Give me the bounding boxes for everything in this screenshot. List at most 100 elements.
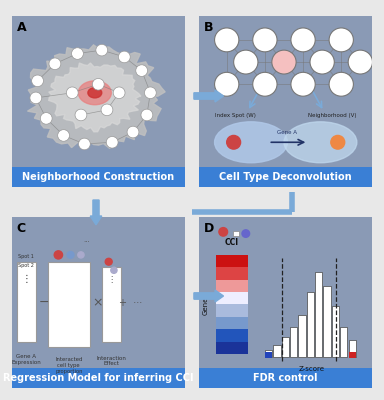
Circle shape — [31, 75, 43, 87]
Bar — [349, 352, 356, 358]
Circle shape — [141, 109, 153, 121]
Circle shape — [329, 72, 353, 96]
Text: Genes: Genes — [203, 293, 209, 315]
Ellipse shape — [78, 81, 111, 105]
Bar — [315, 272, 323, 357]
Bar — [12, 368, 185, 388]
Circle shape — [66, 87, 78, 98]
Bar — [216, 329, 248, 342]
Circle shape — [75, 109, 87, 121]
Circle shape — [272, 50, 296, 74]
Bar — [12, 167, 185, 187]
Circle shape — [253, 28, 277, 52]
Bar — [323, 286, 331, 357]
Circle shape — [144, 87, 156, 98]
Text: Gene A: Gene A — [278, 130, 298, 135]
Text: Z-score: Z-score — [299, 366, 325, 372]
Circle shape — [291, 72, 315, 96]
Text: Interacted
cell type
proportion: Interacted cell type proportion — [55, 357, 83, 374]
Circle shape — [111, 267, 117, 273]
Circle shape — [242, 230, 250, 237]
Bar — [273, 345, 281, 357]
Circle shape — [67, 252, 74, 258]
Bar — [281, 337, 289, 357]
Circle shape — [233, 50, 258, 74]
Bar — [298, 315, 306, 357]
Text: D: D — [204, 222, 214, 236]
Text: Spot 1: Spot 1 — [18, 254, 34, 259]
Text: ···: ··· — [84, 239, 90, 245]
Bar — [332, 306, 339, 357]
Text: Index Spot (W): Index Spot (W) — [215, 113, 256, 118]
Circle shape — [329, 28, 353, 52]
Ellipse shape — [284, 122, 357, 163]
Text: C: C — [17, 222, 26, 236]
Circle shape — [215, 28, 239, 52]
Bar — [216, 280, 248, 292]
Bar — [290, 326, 297, 357]
Bar — [216, 292, 248, 304]
Ellipse shape — [215, 122, 288, 163]
Circle shape — [291, 28, 315, 52]
Bar — [307, 292, 314, 357]
Text: B: B — [204, 21, 214, 34]
Text: FDR control: FDR control — [253, 373, 318, 383]
Bar — [199, 167, 372, 187]
Bar — [216, 342, 248, 354]
Circle shape — [113, 87, 125, 98]
Circle shape — [348, 50, 372, 74]
Bar — [349, 340, 356, 357]
Text: ×: × — [92, 296, 103, 309]
Circle shape — [136, 65, 147, 76]
Bar — [216, 304, 248, 317]
Text: CCI: CCI — [225, 238, 239, 247]
Circle shape — [40, 112, 52, 124]
Circle shape — [93, 78, 104, 90]
Circle shape — [127, 126, 139, 138]
Circle shape — [219, 228, 228, 236]
Text: Interaction
Effect: Interaction Effect — [96, 356, 126, 366]
Bar — [265, 352, 272, 358]
Bar — [265, 350, 272, 357]
Text: Spot 2: Spot 2 — [18, 263, 34, 268]
Text: Neighborhood Construction: Neighborhood Construction — [22, 172, 174, 182]
Circle shape — [253, 72, 277, 96]
Polygon shape — [49, 63, 141, 132]
Polygon shape — [28, 45, 165, 148]
Text: A: A — [17, 21, 26, 34]
Text: +  ···: + ··· — [119, 298, 142, 308]
Circle shape — [215, 72, 239, 96]
Circle shape — [331, 136, 345, 149]
Text: Gene A
Expression: Gene A Expression — [12, 354, 41, 365]
Text: Cell Type Deconvolution: Cell Type Deconvolution — [219, 172, 352, 182]
Text: ⋮: ⋮ — [22, 274, 31, 284]
Text: −: − — [38, 296, 49, 309]
Circle shape — [78, 252, 84, 258]
Bar — [48, 262, 89, 347]
Bar — [216, 317, 248, 329]
Circle shape — [118, 51, 130, 63]
Bar — [233, 231, 239, 236]
Circle shape — [30, 92, 42, 104]
Circle shape — [310, 50, 334, 74]
Circle shape — [78, 138, 90, 150]
Text: Regression Model for inferring CCI: Regression Model for inferring CCI — [3, 373, 194, 383]
Circle shape — [58, 130, 70, 141]
Bar — [216, 255, 248, 267]
Circle shape — [105, 258, 112, 265]
Bar — [340, 326, 348, 357]
Circle shape — [71, 48, 83, 59]
Circle shape — [54, 251, 63, 259]
Text: ⋮: ⋮ — [107, 275, 116, 284]
Circle shape — [96, 44, 108, 56]
Bar — [17, 262, 36, 342]
Circle shape — [227, 136, 241, 149]
Text: Neighborhood (V): Neighborhood (V) — [308, 113, 357, 118]
Circle shape — [106, 136, 118, 148]
Circle shape — [49, 58, 61, 70]
Ellipse shape — [88, 88, 102, 98]
Bar — [216, 267, 248, 280]
Bar — [102, 267, 121, 342]
Circle shape — [101, 104, 113, 116]
Bar — [199, 368, 372, 388]
